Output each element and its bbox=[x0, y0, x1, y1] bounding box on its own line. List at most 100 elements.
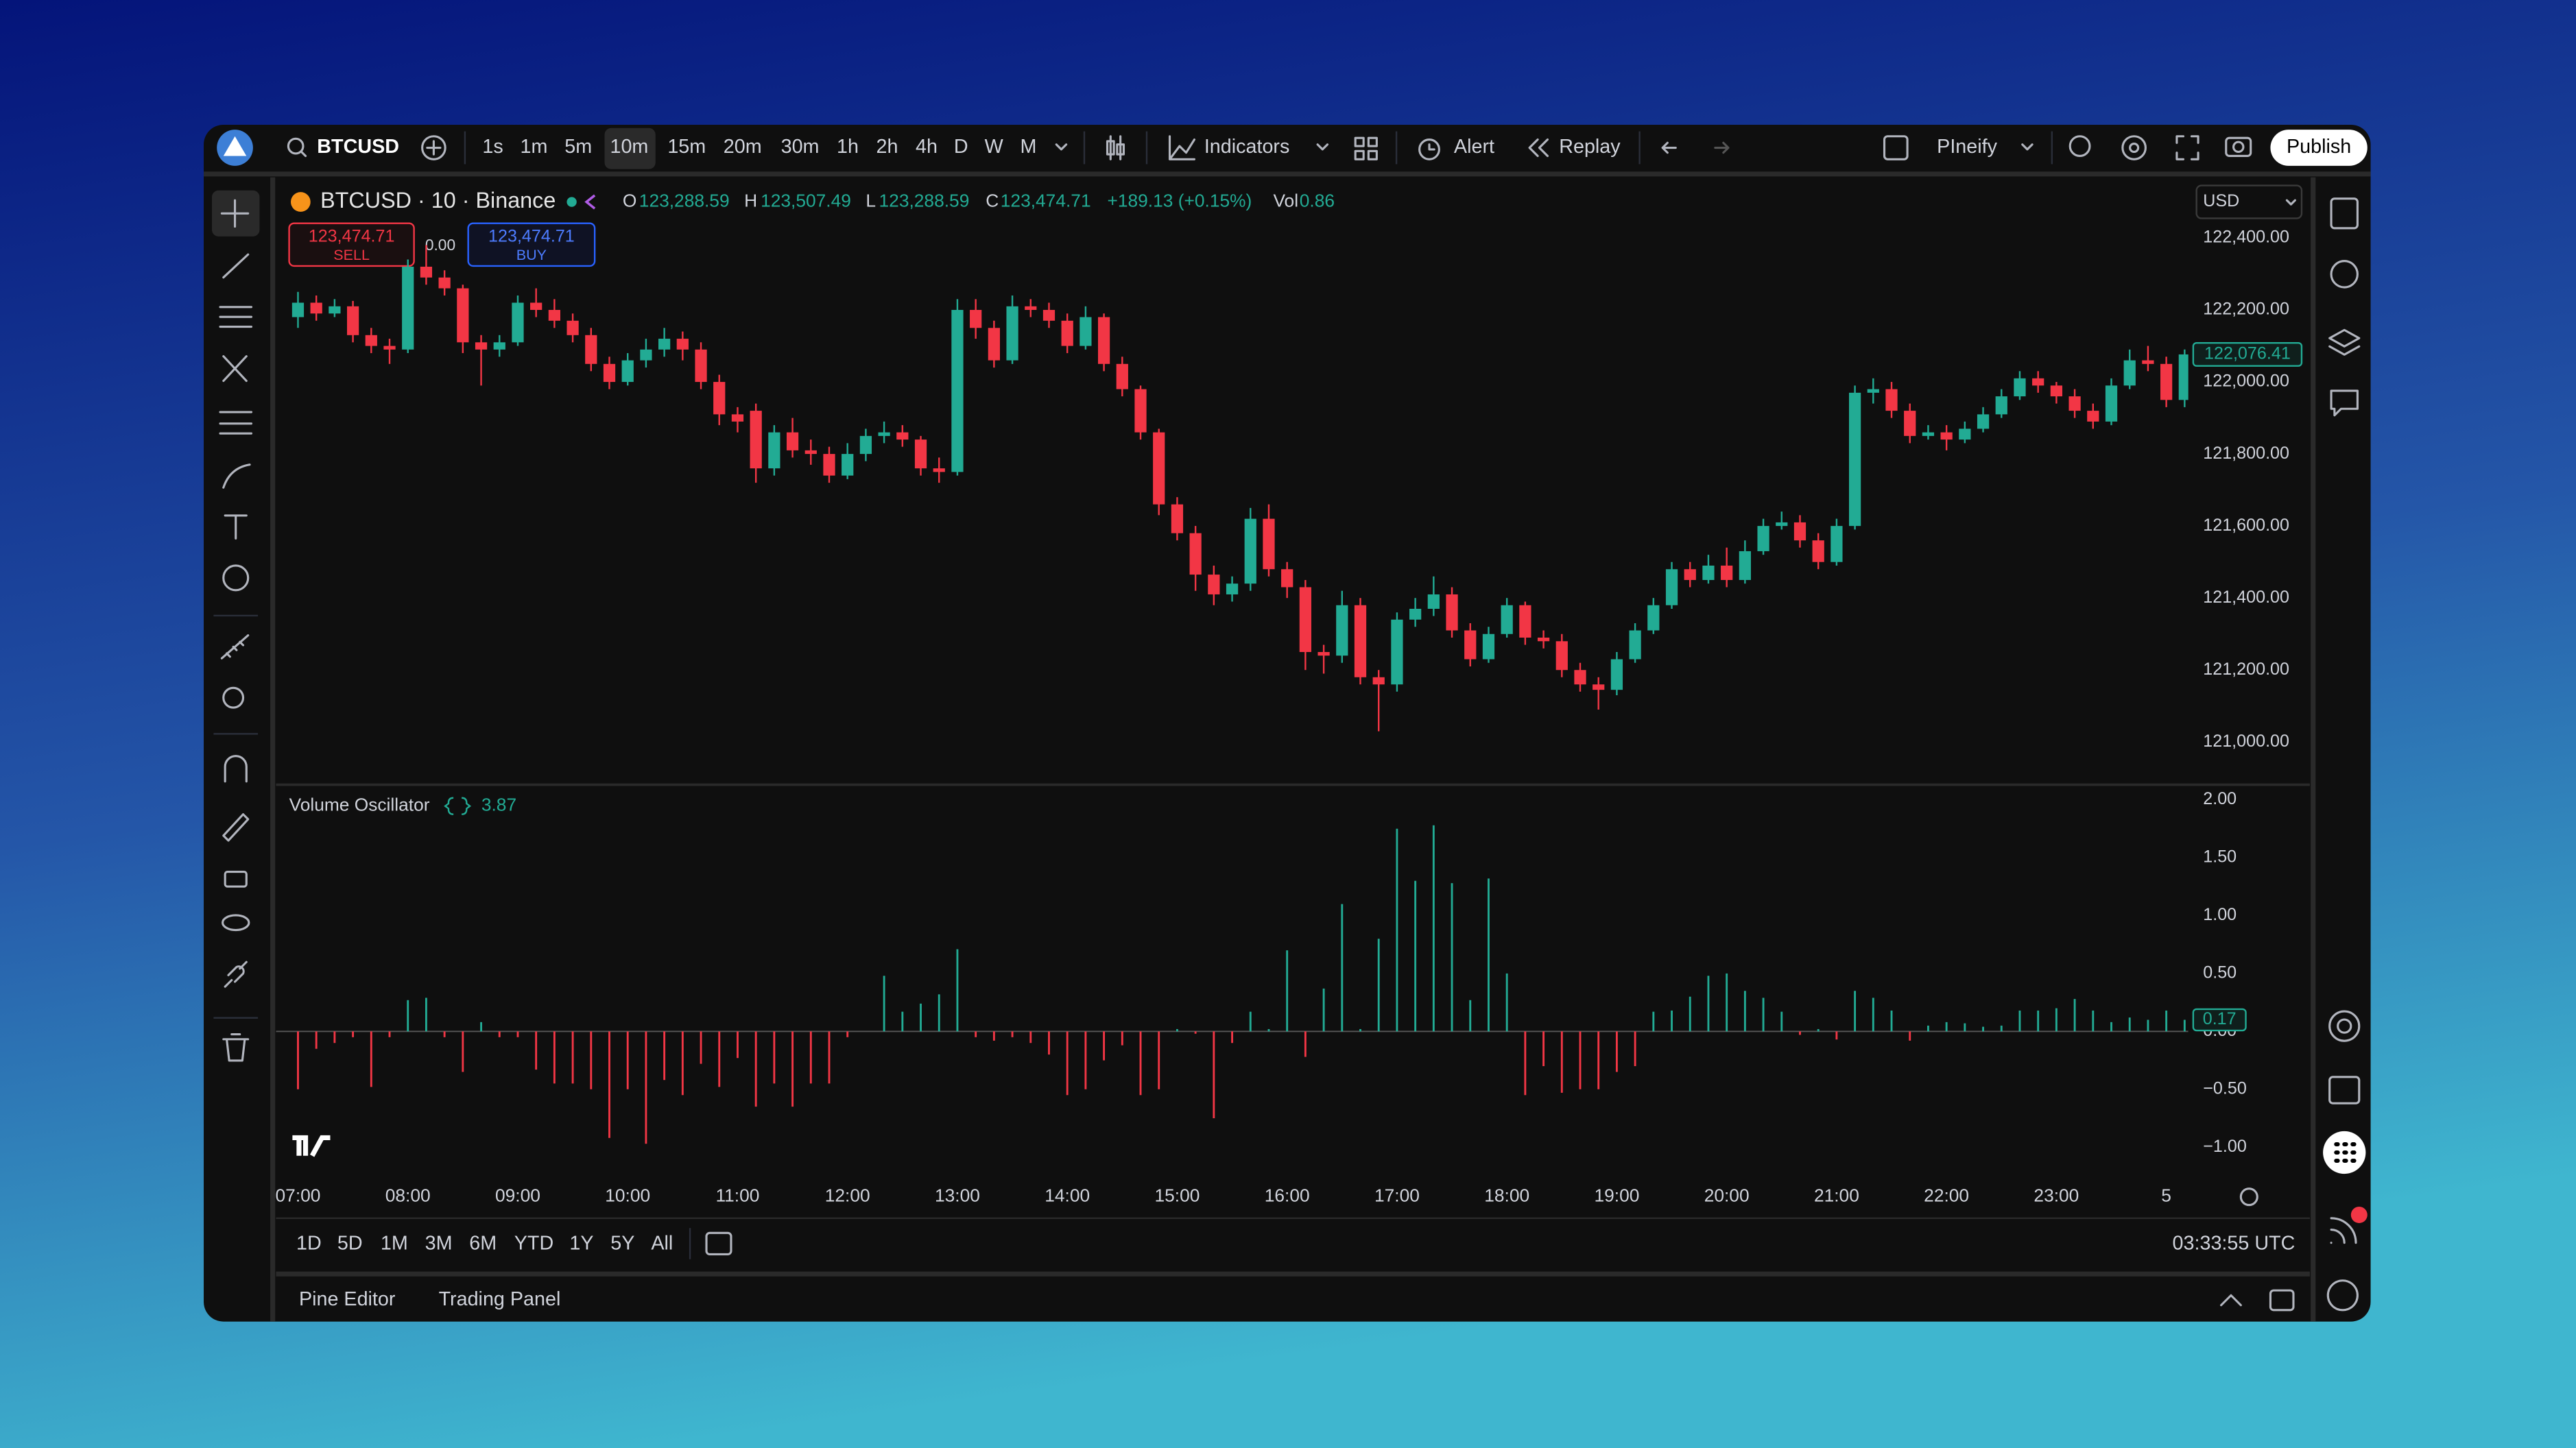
indicators-dropdown[interactable] bbox=[1316, 143, 1329, 151]
interval-button[interactable]: 10m bbox=[610, 136, 648, 158]
y-tick-label: 121,800.00 bbox=[2203, 444, 2289, 463]
time-axis-settings[interactable] bbox=[2239, 1187, 2258, 1207]
indicators-button[interactable]: Indicators bbox=[1204, 136, 1290, 158]
expand-panel[interactable] bbox=[2220, 1294, 2242, 1307]
candle-body bbox=[1739, 551, 1751, 580]
interval-button[interactable]: 15m bbox=[667, 136, 706, 158]
range-button[interactable]: 1D bbox=[296, 1233, 322, 1255]
candle-body bbox=[1555, 641, 1568, 671]
zoom-tool[interactable] bbox=[222, 686, 245, 709]
x-tick-label: 08:00 bbox=[385, 1185, 431, 1206]
candle-body bbox=[1702, 565, 1715, 580]
x-tick-label: 18:00 bbox=[1484, 1185, 1529, 1206]
currency-dropdown bbox=[2285, 199, 2296, 206]
goto-date-button[interactable] bbox=[705, 1231, 732, 1255]
delete-tool[interactable] bbox=[222, 1033, 250, 1062]
maximize-panel[interactable] bbox=[2269, 1289, 2295, 1312]
trendline-tool[interactable] bbox=[222, 253, 250, 279]
candle-body bbox=[512, 302, 524, 343]
candle-body bbox=[1977, 414, 1990, 429]
interval-button[interactable]: 1s bbox=[482, 136, 503, 158]
range-button[interactable]: 5Y bbox=[610, 1233, 634, 1255]
candle-body bbox=[1134, 389, 1147, 433]
range-button[interactable]: 1M bbox=[381, 1233, 408, 1255]
lock-tool[interactable] bbox=[224, 870, 248, 888]
range-button[interactable]: 1Y bbox=[569, 1233, 593, 1255]
interval-button[interactable]: 4h bbox=[916, 136, 938, 158]
candle-body bbox=[1537, 638, 1550, 642]
candle-body bbox=[2068, 396, 2081, 411]
alert-icon-hands bbox=[1428, 143, 1435, 151]
brush-tool[interactable] bbox=[222, 463, 251, 489]
help-button[interactable] bbox=[2326, 1279, 2359, 1312]
fib-tool[interactable] bbox=[219, 306, 253, 328]
lock-drawing-tool[interactable] bbox=[222, 813, 250, 842]
snapshot-button[interactable] bbox=[2225, 136, 2252, 158]
alert-button[interactable]: Alert bbox=[1454, 136, 1494, 158]
range-button[interactable]: YTD bbox=[514, 1233, 553, 1255]
undo-button[interactable] bbox=[1661, 141, 1677, 154]
alert-icon bbox=[1418, 138, 1440, 160]
candle-body bbox=[1482, 634, 1495, 660]
crosshair-tool[interactable] bbox=[220, 199, 250, 228]
ruler-tool[interactable] bbox=[220, 634, 250, 660]
layers-button[interactable] bbox=[2328, 328, 2361, 356]
layout-name[interactable]: PIneify bbox=[1937, 136, 1997, 158]
layout-dropdown[interactable] bbox=[2021, 143, 2034, 151]
symbol[interactable]: BTCUSD bbox=[317, 136, 399, 158]
interval-button[interactable]: 1h bbox=[837, 136, 859, 158]
pattern-tool[interactable] bbox=[222, 355, 248, 383]
range-button[interactable]: 5D bbox=[337, 1233, 363, 1255]
buy-price: 123,474.71 bbox=[488, 227, 575, 246]
interval-button[interactable]: 1m bbox=[521, 136, 548, 158]
trading-panel-tab[interactable]: Trading Panel bbox=[439, 1288, 561, 1310]
link-tool[interactable] bbox=[224, 961, 248, 988]
replay-button[interactable]: Replay bbox=[1559, 136, 1621, 158]
redo-button[interactable] bbox=[1714, 141, 1730, 154]
range-button[interactable]: 3M bbox=[425, 1233, 453, 1255]
calendar-button[interactable] bbox=[2328, 1076, 2361, 1105]
publish-button[interactable]: Publish bbox=[2287, 136, 2351, 158]
candle-body bbox=[1299, 587, 1312, 653]
text-tool[interactable] bbox=[224, 514, 248, 540]
buy-button[interactable] bbox=[467, 222, 596, 267]
interval-button[interactable]: D bbox=[954, 136, 968, 158]
currency[interactable]: USD bbox=[2203, 191, 2239, 210]
y-tick-label: 0.50 bbox=[2203, 963, 2237, 982]
templates-button[interactable] bbox=[1354, 136, 1378, 160]
emoji-tool[interactable] bbox=[222, 564, 250, 592]
target-button[interactable] bbox=[2328, 1010, 2361, 1042]
layout-toggle[interactable] bbox=[1883, 135, 1909, 160]
chart-type-button[interactable] bbox=[1106, 135, 1125, 160]
range-button[interactable]: All bbox=[651, 1233, 673, 1255]
currency-select[interactable] bbox=[2195, 184, 2303, 219]
feed-button[interactable] bbox=[2330, 1217, 2357, 1244]
watchlist-button[interactable] bbox=[2330, 197, 2359, 230]
source-code-icon[interactable] bbox=[444, 797, 472, 815]
y-tick-label: 122,200.00 bbox=[2203, 300, 2289, 319]
sell-button[interactable] bbox=[288, 222, 415, 267]
pine-editor-tab[interactable]: Pine Editor bbox=[299, 1288, 396, 1310]
fullscreen-button[interactable] bbox=[2175, 135, 2199, 160]
chat-button[interactable] bbox=[2330, 389, 2359, 417]
range-button[interactable]: 6M bbox=[469, 1233, 497, 1255]
forecast-tool[interactable] bbox=[219, 411, 253, 435]
interval-button[interactable]: 20m bbox=[724, 136, 762, 158]
interval-dropdown[interactable] bbox=[1055, 143, 1068, 151]
quick-search-button[interactable] bbox=[2068, 135, 2091, 158]
publish-pill[interactable] bbox=[2270, 130, 2368, 166]
magnet-tool[interactable] bbox=[224, 755, 248, 783]
visibility-tool[interactable] bbox=[222, 914, 250, 932]
interval-button[interactable]: 2h bbox=[876, 136, 898, 158]
compare-button[interactable] bbox=[421, 135, 446, 160]
alerts-button[interactable] bbox=[2330, 260, 2359, 289]
interval-button[interactable]: 5m bbox=[564, 136, 592, 158]
candle-body bbox=[786, 432, 799, 450]
interval-button[interactable]: W bbox=[985, 136, 1004, 158]
y-tick-label: 121,200.00 bbox=[2203, 660, 2289, 679]
interval-button[interactable]: 30m bbox=[781, 136, 820, 158]
candle-body bbox=[603, 363, 616, 383]
y-tick-label: 121,000.00 bbox=[2203, 732, 2289, 751]
interval-button[interactable]: M bbox=[1021, 136, 1037, 158]
settings-button[interactable] bbox=[2121, 135, 2147, 160]
